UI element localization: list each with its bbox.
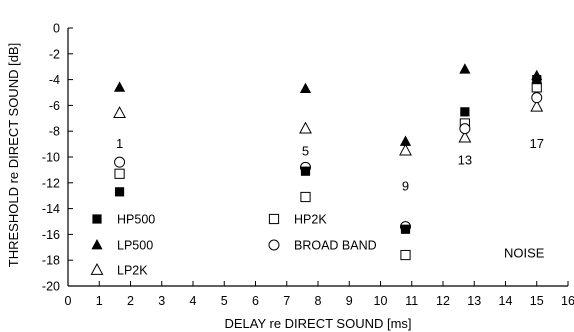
series-broad-band bbox=[114, 92, 543, 233]
legend-label: LP500 bbox=[117, 239, 153, 253]
x-tick-label: 14 bbox=[499, 294, 513, 308]
data-point bbox=[113, 106, 126, 119]
annotation-label: 5 bbox=[302, 144, 309, 159]
data-point bbox=[399, 135, 412, 146]
data-point bbox=[113, 81, 126, 92]
y-tick-label: -18 bbox=[42, 254, 60, 268]
x-tick-label: 3 bbox=[158, 294, 165, 308]
y-tick-label: -14 bbox=[42, 202, 60, 216]
x-tick-label: 12 bbox=[436, 294, 450, 308]
y-tick-label: -12 bbox=[42, 176, 60, 190]
data-point bbox=[114, 168, 125, 179]
legend-label: LP2K bbox=[117, 264, 148, 278]
x-tick-label: 1 bbox=[96, 294, 103, 308]
series-hp500 bbox=[114, 75, 542, 234]
y-tick-label: -2 bbox=[49, 47, 60, 61]
legend-marker bbox=[268, 239, 280, 251]
x-tick-label: 13 bbox=[467, 294, 481, 308]
data-point bbox=[300, 166, 311, 176]
legend-label: HP500 bbox=[117, 213, 155, 227]
y-axis-title: THRESHOLD re DIRECT SOUND [dB] bbox=[6, 43, 21, 267]
legend-item: LP2K bbox=[90, 262, 148, 278]
annotation-label: 1 bbox=[116, 136, 123, 151]
data-point bbox=[531, 92, 543, 104]
x-tick-label: 6 bbox=[252, 294, 259, 308]
series-lp2k bbox=[113, 99, 544, 156]
legend-item: HP2K bbox=[268, 213, 327, 227]
data-point bbox=[114, 156, 126, 168]
legend-label: HP2K bbox=[294, 213, 327, 227]
x-tick-label: 0 bbox=[65, 294, 72, 308]
legend-marker bbox=[92, 214, 102, 224]
annotation-label: 9 bbox=[402, 178, 409, 193]
legend-item: BROAD BAND bbox=[268, 239, 377, 253]
y-tick-label: -10 bbox=[42, 151, 60, 165]
y-tick-label: -6 bbox=[49, 99, 60, 113]
data-point bbox=[299, 82, 312, 94]
x-tick-label: 16 bbox=[561, 294, 574, 308]
annotation-label: 17 bbox=[530, 136, 544, 151]
x-tick-label: 5 bbox=[221, 294, 228, 308]
data-point bbox=[114, 187, 125, 197]
legend-item: LP500 bbox=[91, 239, 153, 253]
y-tick-label: -20 bbox=[42, 280, 60, 294]
data-point bbox=[459, 123, 471, 135]
legend-marker bbox=[91, 239, 103, 250]
annotation-label: NOISE bbox=[504, 245, 545, 260]
data-point bbox=[530, 99, 544, 112]
data-point bbox=[459, 63, 471, 74]
legend-label: BROAD BAND bbox=[294, 239, 377, 253]
x-axis-title: DELAY re DIRECT SOUND [ms] bbox=[224, 316, 411, 331]
data-point bbox=[300, 191, 311, 203]
x-tick-label: 9 bbox=[346, 294, 353, 308]
x-tick-label: 7 bbox=[283, 294, 290, 308]
data-point bbox=[399, 143, 412, 156]
y-tick-label: -16 bbox=[42, 228, 60, 242]
legend-marker bbox=[268, 213, 280, 225]
data-point bbox=[460, 107, 470, 117]
y-tick-label: -8 bbox=[49, 125, 60, 139]
data-point bbox=[400, 224, 411, 234]
x-tick-label: 2 bbox=[127, 294, 134, 308]
legend-marker bbox=[90, 262, 104, 275]
y-tick-label: -4 bbox=[49, 73, 60, 87]
x-tick-label: 10 bbox=[374, 294, 388, 308]
x-tick-label: 8 bbox=[315, 294, 322, 308]
data-point bbox=[458, 130, 472, 143]
data-point bbox=[531, 69, 543, 81]
legend: HP500 LP500 LP2K HP2K BROAD BAND bbox=[90, 213, 377, 278]
series-hp2k bbox=[114, 82, 542, 261]
series-lp500 bbox=[113, 63, 543, 146]
annotation-label: 13 bbox=[458, 153, 472, 168]
legend-item: HP500 bbox=[92, 213, 155, 227]
x-tick-label: 15 bbox=[530, 294, 544, 308]
y-tick-label: 0 bbox=[53, 22, 60, 36]
x-tick-label: 11 bbox=[405, 294, 418, 308]
data-point bbox=[299, 121, 312, 134]
data-point bbox=[400, 249, 411, 261]
x-tick-label: 4 bbox=[190, 294, 197, 308]
